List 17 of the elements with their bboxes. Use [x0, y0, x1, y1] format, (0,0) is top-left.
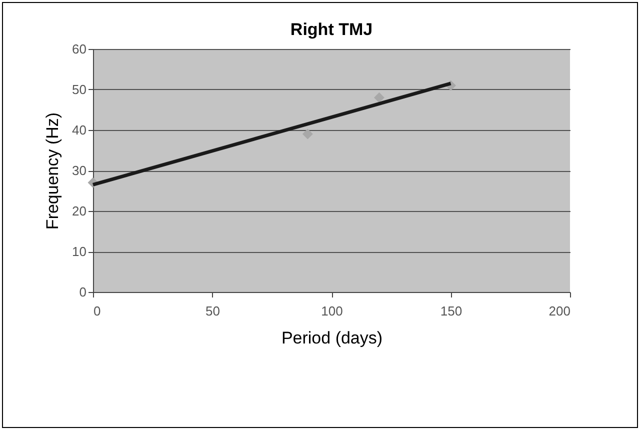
x-tick-label: 150 — [440, 304, 462, 318]
y-tick-label: 60 — [72, 42, 86, 56]
x-tick-label: 200 — [548, 304, 570, 318]
x-tick-label: 50 — [206, 304, 220, 318]
point — [374, 92, 384, 103]
y-tick-label: 40 — [72, 122, 86, 138]
y-tick-label: 10 — [72, 244, 86, 259]
y-tick-label: 20 — [72, 204, 86, 218]
y-tick-label: 30 — [72, 163, 86, 178]
x-tick-label: 100 — [321, 304, 343, 318]
y-axis-title: Frequency (Hz) — [43, 112, 62, 230]
y-tick-label: 50 — [72, 82, 86, 97]
x-axis-title: Period (days) — [281, 328, 383, 348]
chart-title: Right TMJ — [290, 20, 373, 39]
y-tick-label: 0 — [79, 284, 86, 300]
x-tick-label: 0 — [94, 304, 101, 318]
point — [302, 128, 313, 140]
